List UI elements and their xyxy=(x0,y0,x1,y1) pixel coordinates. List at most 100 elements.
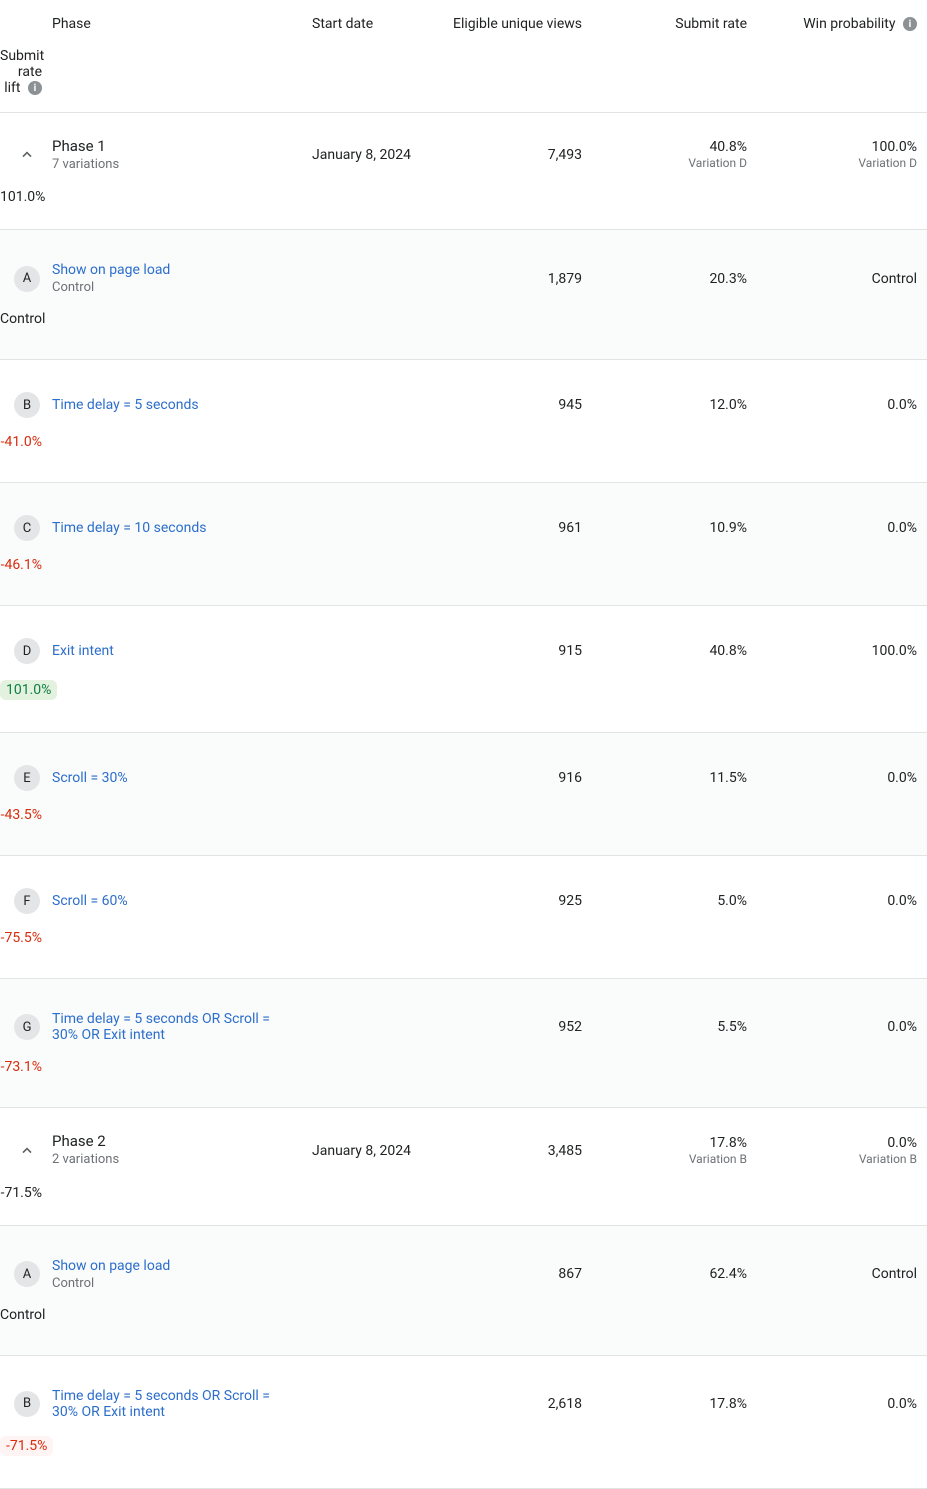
variant-name-cell: Scroll = 30% xyxy=(52,762,312,794)
variant-submit-rate: 5.0% xyxy=(592,885,757,917)
variant-lift: -71.5% xyxy=(0,1436,53,1456)
variant-badge: F xyxy=(14,888,40,914)
variant-name-cell: Time delay = 5 seconds OR Scroll = 30% O… xyxy=(52,1003,312,1051)
variant-badge-cell: D xyxy=(0,630,52,672)
variant-win-prob: 0.0% xyxy=(757,762,927,794)
variant-name-cell: Scroll = 60% xyxy=(52,885,312,917)
variant-eligible: 945 xyxy=(452,389,592,421)
phase-win-prob: 100.0% xyxy=(872,138,917,156)
variant-lift-cell: -75.5% xyxy=(0,922,52,954)
variant-lift-cell: -73.1% xyxy=(0,1051,52,1083)
phase-submit-rate-sub: Variation B xyxy=(689,1152,747,1168)
phase-summary-row: Phase 22 variationsJanuary 8, 20243,4851… xyxy=(0,1108,927,1225)
variant-badge-cell: B xyxy=(0,1383,52,1425)
results-table: Phase Start date Eligible unique views S… xyxy=(0,0,927,1489)
variant-win-prob: 0.0% xyxy=(757,512,927,544)
phase-title: Phase 2 xyxy=(52,1132,302,1152)
variant-name-link[interactable]: Show on page load xyxy=(52,1258,286,1274)
header-spacer xyxy=(0,16,52,32)
info-icon[interactable]: i xyxy=(903,17,917,31)
variant-lift-cell: Control xyxy=(0,1299,52,1331)
variant-win-prob: 0.0% xyxy=(757,1011,927,1043)
variant-lift: Control xyxy=(0,1307,45,1323)
phase-eligible: 7,493 xyxy=(452,139,592,171)
variant-row: AShow on page loadControl1,87920.3%Contr… xyxy=(0,230,927,360)
phase-submit-rate: 40.8% xyxy=(709,138,747,156)
variant-lift: -73.1% xyxy=(1,1059,42,1075)
variant-name-link[interactable]: Time delay = 5 seconds OR Scroll = 30% O… xyxy=(52,1011,286,1043)
phase-submit-rate-cell: 17.8%Variation B xyxy=(592,1126,757,1176)
variant-badge-cell: A xyxy=(0,258,52,300)
variant-badge-cell: B xyxy=(0,384,52,426)
phase-submit-rate: 17.8% xyxy=(709,1134,747,1152)
variant-badge: B xyxy=(14,1391,40,1417)
header-phase: Phase xyxy=(52,8,312,40)
variant-lift: -46.1% xyxy=(1,557,42,573)
variant-name-cell: Show on page loadControl xyxy=(52,254,312,303)
phase-submit-rate-sub: Variation D xyxy=(688,156,747,172)
variant-eligible: 915 xyxy=(452,635,592,667)
info-icon[interactable]: i xyxy=(28,81,42,95)
variant-name-link[interactable]: Scroll = 30% xyxy=(52,770,286,786)
variant-lift-cell: Control xyxy=(0,303,52,335)
chevron-up-icon[interactable] xyxy=(18,146,36,164)
variant-name-link[interactable]: Scroll = 60% xyxy=(52,893,286,909)
variant-win-prob: Control xyxy=(757,263,927,295)
variant-lift-cell: -46.1% xyxy=(0,549,52,581)
phase-toggle-cell xyxy=(0,1134,52,1168)
variant-row: AShow on page loadControl86762.4%Control… xyxy=(0,1226,927,1356)
variant-name-link[interactable]: Time delay = 5 seconds xyxy=(52,397,286,413)
variant-eligible: 2,618 xyxy=(452,1388,592,1420)
phase-lift: -71.5% xyxy=(0,1177,52,1209)
variant-submit-rate: 40.8% xyxy=(592,635,757,667)
variant-name-cell: Time delay = 5 seconds OR Scroll = 30% O… xyxy=(52,1380,312,1428)
variant-eligible: 925 xyxy=(452,885,592,917)
variant-name-cell: Show on page load Control xyxy=(52,1250,312,1299)
variant-badge: G xyxy=(14,1014,40,1040)
header-win-prob: Win probability i xyxy=(757,8,927,40)
variant-lift-cell: -43.5% xyxy=(0,799,52,831)
variant-start-date xyxy=(312,893,452,909)
variant-sublabel: Control xyxy=(52,1276,286,1291)
variant-lift-cell: -71.5% xyxy=(0,1428,52,1464)
table-header-row: Phase Start date Eligible unique views S… xyxy=(0,0,927,113)
variant-badge: D xyxy=(14,638,40,664)
variant-row: B Time delay = 5 seconds OR Scroll = 30% … xyxy=(0,1356,927,1489)
header-lift: Submit rate lift i xyxy=(0,40,52,104)
variant-name-link[interactable]: Time delay = 10 seconds xyxy=(52,520,286,536)
variant-submit-rate: 12.0% xyxy=(592,389,757,421)
chevron-up-icon[interactable] xyxy=(18,1142,36,1160)
variant-name-link[interactable]: Time delay = 5 seconds OR Scroll = 30% O… xyxy=(52,1388,286,1420)
variant-eligible: 961 xyxy=(452,512,592,544)
phase-start-date: January 8, 2024 xyxy=(312,139,452,171)
variant-badge-cell: F xyxy=(0,880,52,922)
variant-submit-rate: 17.8% xyxy=(592,1388,757,1420)
variant-name-link[interactable]: Show on page load xyxy=(52,262,286,278)
variant-start-date xyxy=(312,397,452,413)
variant-badge-cell: G xyxy=(0,1006,52,1048)
phase-win-prob-cell: 0.0%Variation B xyxy=(757,1126,927,1176)
variant-badge-cell: A xyxy=(0,1253,52,1295)
variant-start-date xyxy=(312,1019,452,1035)
variant-row: FScroll = 60%9255.0%0.0%-75.5% xyxy=(0,856,927,979)
variant-row: DExit intent91540.8%100.0%101.0% xyxy=(0,606,927,733)
phase-subtitle: 2 variations xyxy=(52,1152,302,1169)
phase-win-prob-sub: Variation B xyxy=(859,1152,917,1168)
phase-summary-row: Phase 17 variationsJanuary 8, 20247,4934… xyxy=(0,113,927,230)
variant-eligible: 867 xyxy=(452,1258,592,1290)
variant-badge: B xyxy=(14,392,40,418)
header-start-date: Start date xyxy=(312,8,452,40)
variant-submit-rate: 11.5% xyxy=(592,762,757,794)
variant-start-date xyxy=(312,1266,452,1282)
phase-toggle-cell xyxy=(0,138,52,172)
variant-name-link[interactable]: Exit intent xyxy=(52,643,286,659)
variant-eligible: 1,879 xyxy=(452,263,592,295)
variant-eligible: 952 xyxy=(452,1011,592,1043)
variant-lift-cell: -41.0% xyxy=(0,426,52,458)
variant-lift: -75.5% xyxy=(1,930,42,946)
variant-badge: E xyxy=(14,765,40,791)
header-eligible: Eligible unique views xyxy=(452,8,592,40)
phase-lift: 101.0% xyxy=(0,181,52,213)
variant-badge: A xyxy=(14,1261,40,1287)
variant-submit-rate: 5.5% xyxy=(592,1011,757,1043)
